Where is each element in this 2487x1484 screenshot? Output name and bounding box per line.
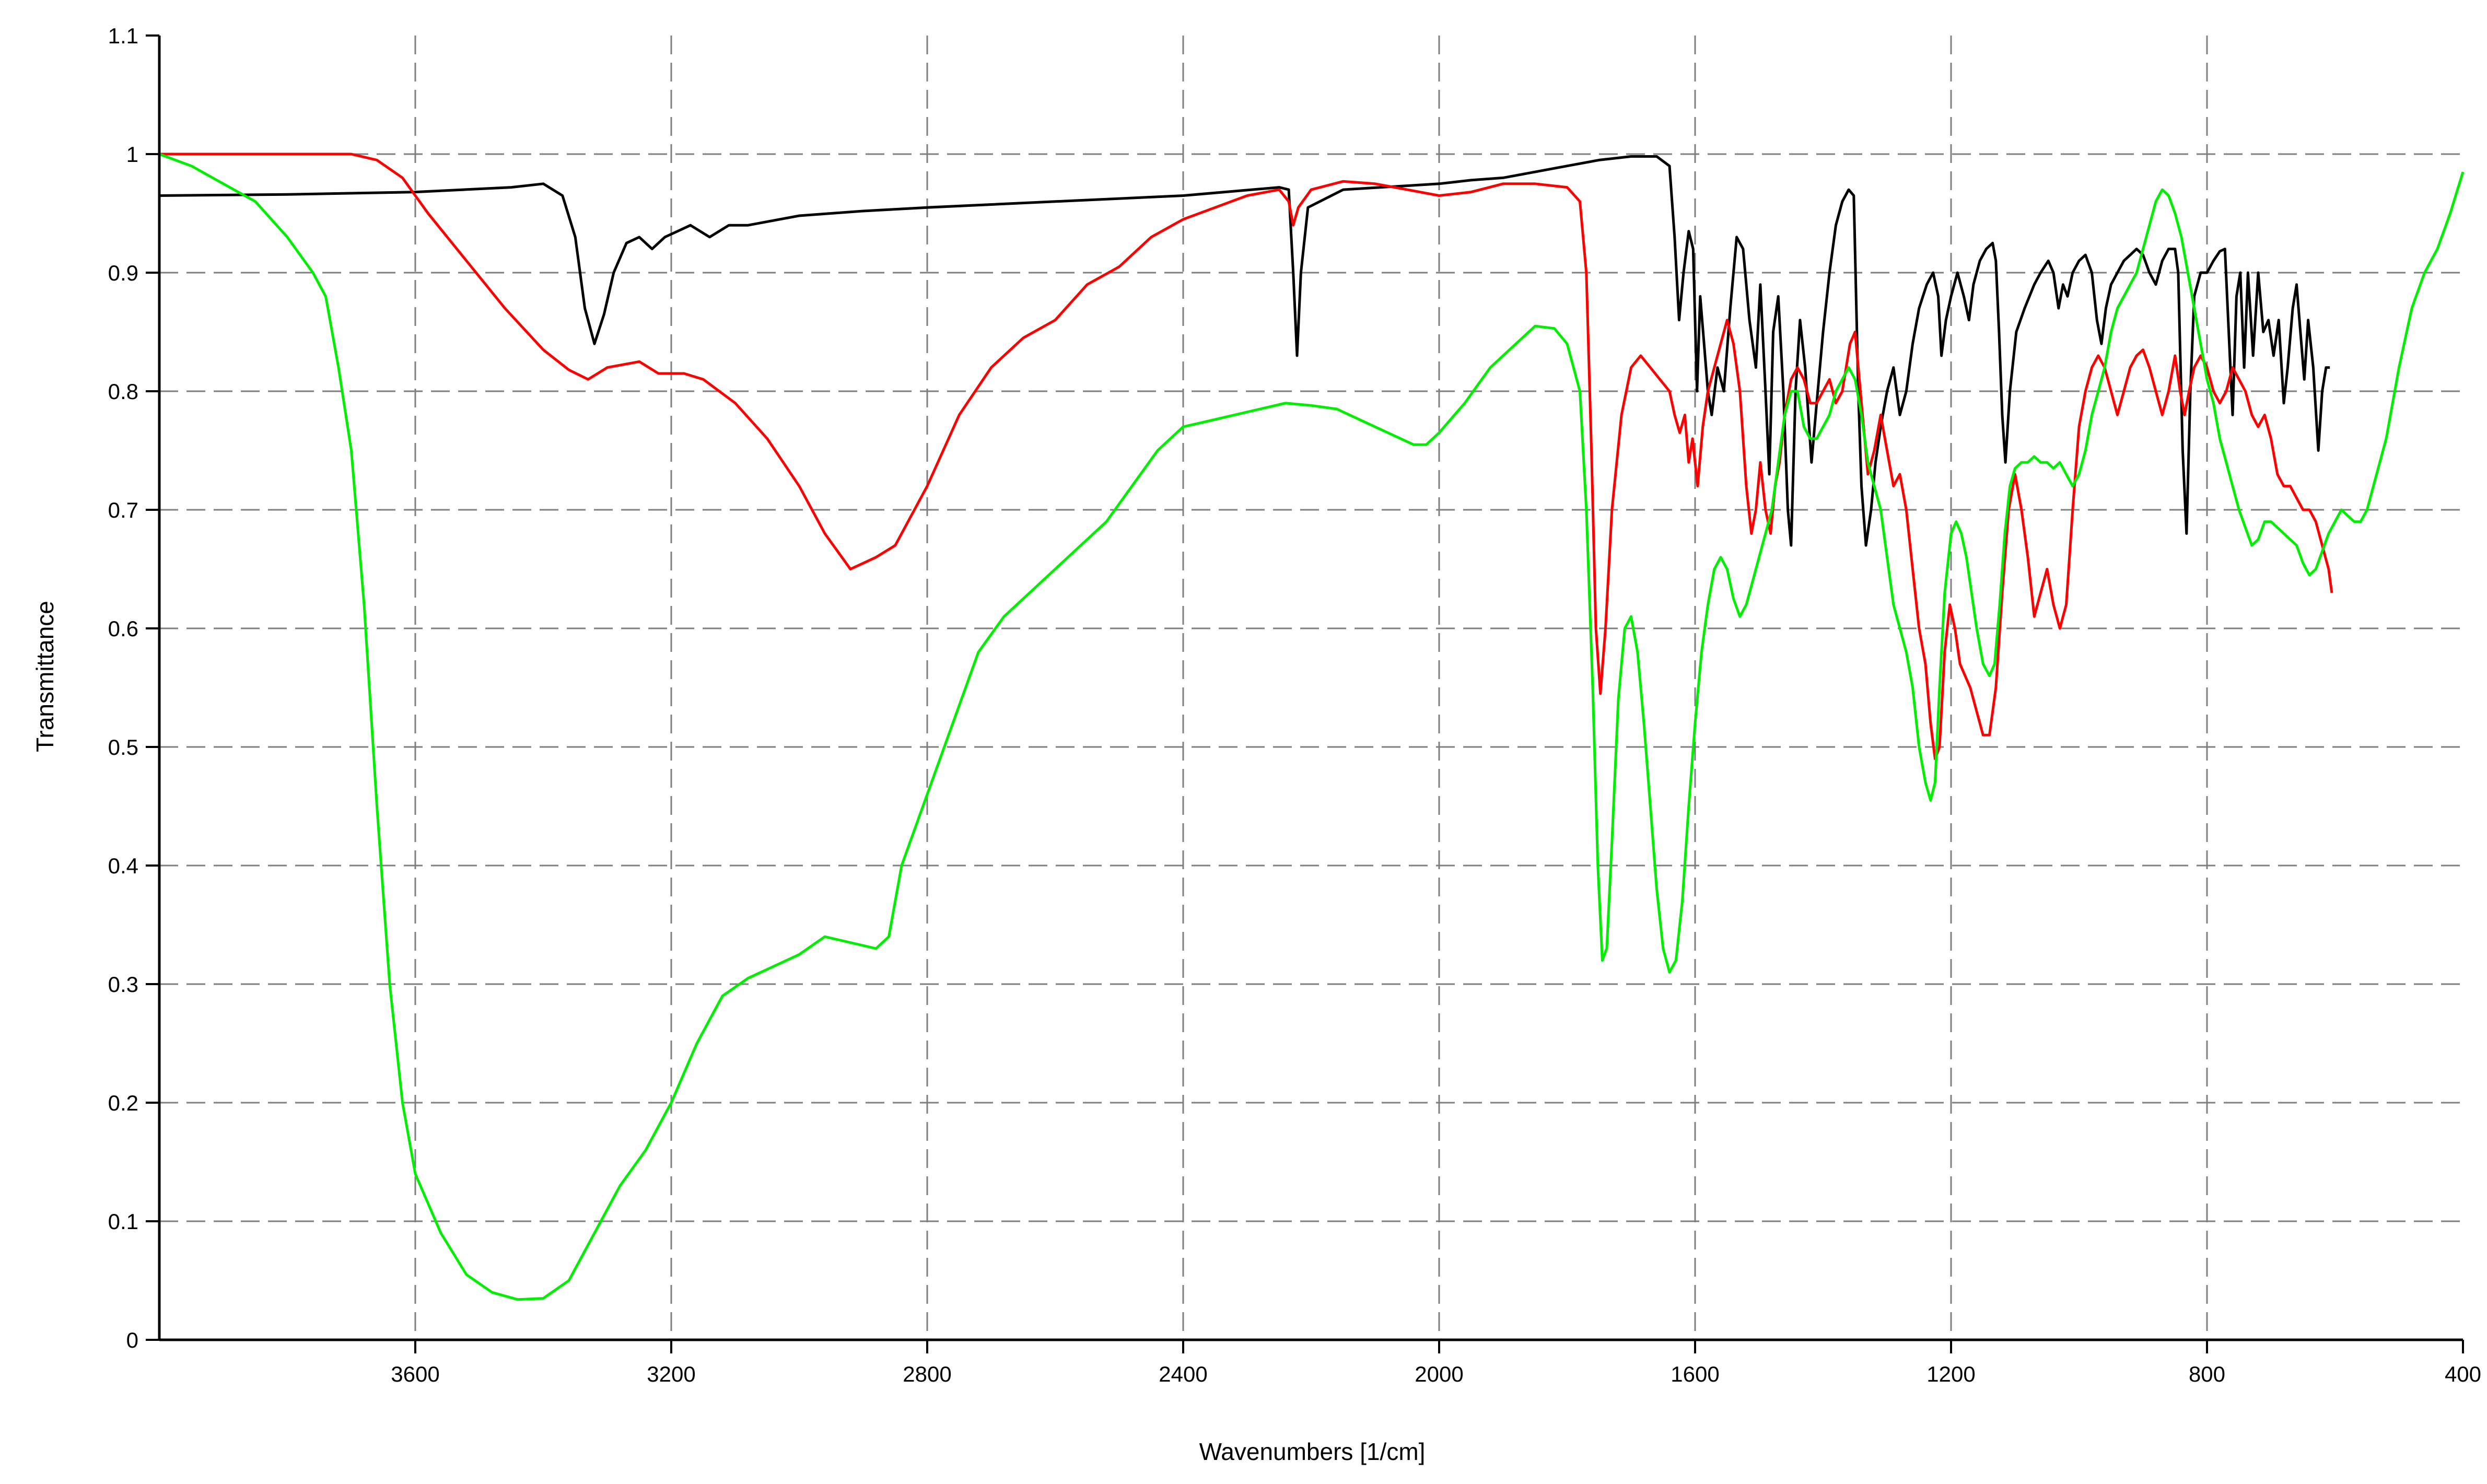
x-tick-label: 1600 — [1671, 1362, 1719, 1386]
y-tick-label: 0.6 — [108, 616, 138, 641]
x-tick-label: 2800 — [903, 1362, 951, 1386]
spectra-series — [159, 153, 2465, 1301]
x-tick-label: 800 — [2189, 1362, 2225, 1386]
y-tick-label: 0.2 — [108, 1091, 138, 1115]
series-line-1 — [159, 155, 2330, 547]
y-tick-label: 1 — [126, 142, 138, 167]
y-tick-label: 1.1 — [108, 24, 138, 48]
y-tick-label: 0.3 — [108, 972, 138, 997]
axes — [158, 36, 2463, 1341]
y-tick-label: 0.1 — [108, 1209, 138, 1234]
y-tick-label: 0.8 — [108, 379, 138, 404]
y-tick-label: 0.7 — [108, 498, 138, 522]
x-tick-label: 3200 — [647, 1362, 695, 1386]
x-tick-label: 2000 — [1415, 1362, 1463, 1386]
y-tick-label: 0.9 — [108, 261, 138, 285]
x-axis-ticks: 3600 3200 2800 2400 2000 1600 1200 800 400 — [391, 1340, 2481, 1386]
x-tick-label: 2400 — [1159, 1362, 1207, 1386]
x-tick-label: 400 — [2445, 1362, 2481, 1386]
series-line-3 — [159, 153, 2465, 1301]
y-axis-title: Transmittance — [31, 601, 59, 752]
gridlines — [159, 36, 2463, 1340]
y-tick-label: 0.5 — [108, 735, 138, 759]
series-line-2 — [159, 153, 2333, 761]
x-tick-label: 3600 — [391, 1362, 439, 1386]
y-tick-label: 0 — [126, 1328, 138, 1352]
x-tick-label: 1200 — [1926, 1362, 1975, 1386]
x-axis-title: Wavenumbers [1/cm] — [1199, 1438, 1426, 1465]
y-axis-ticks: 0 0.1 0.2 0.3 0.4 0.5 0.6 0.7 0.8 0.9 1 1.1 — [108, 24, 159, 1352]
y-tick-label: 0.4 — [108, 854, 138, 878]
